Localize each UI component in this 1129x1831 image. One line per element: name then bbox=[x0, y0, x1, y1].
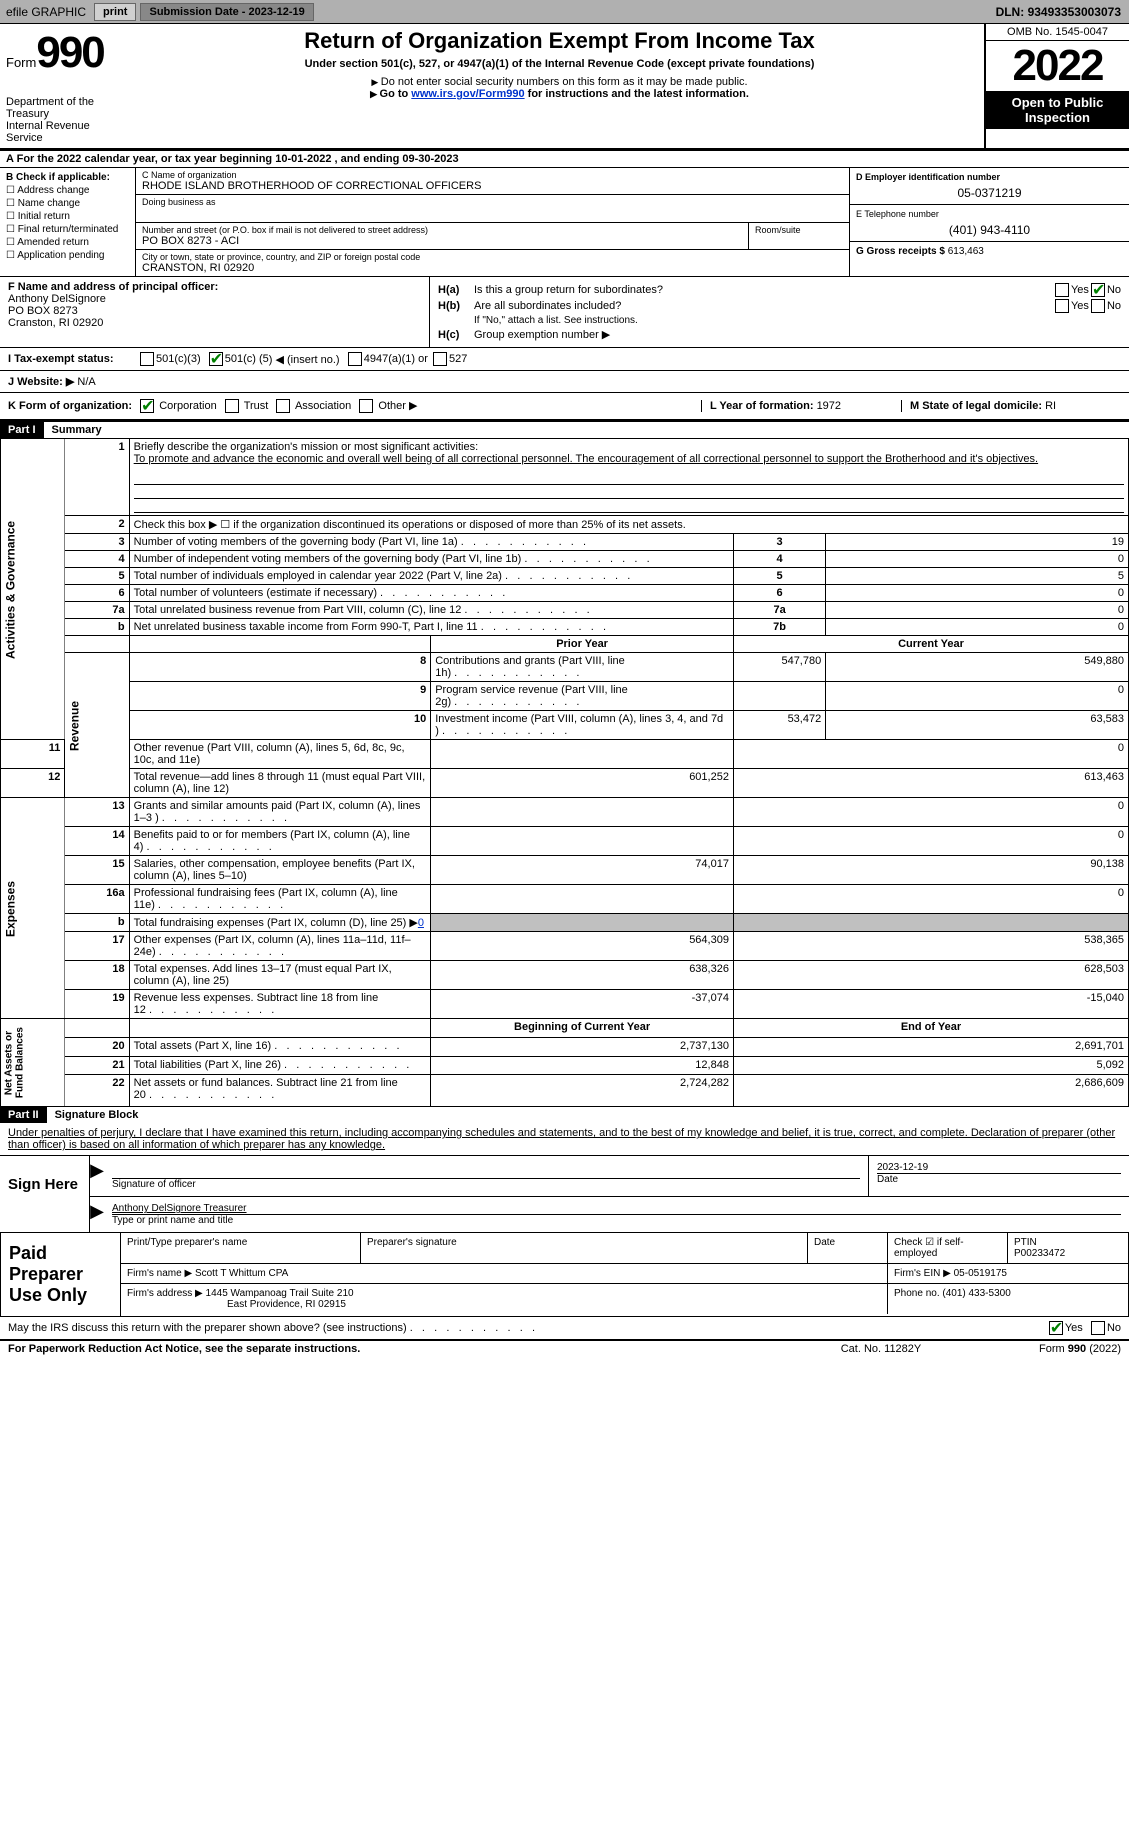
vtab-ag: Activities & Governance bbox=[1, 439, 65, 740]
sig-arrow-icon: ▶ bbox=[90, 1197, 104, 1232]
note-link: Go to www.irs.gov/Form990 for instructio… bbox=[139, 88, 980, 100]
block-fh: F Name and address of principal officer:… bbox=[0, 277, 1129, 348]
part1-header: Part I Summary bbox=[0, 422, 1129, 438]
row-a: A For the 2022 calendar year, or tax yea… bbox=[0, 151, 1129, 168]
block-bcdeg: B Check if applicable: ☐ Address change … bbox=[0, 168, 1129, 277]
sig-date: 2023-12-19 bbox=[877, 1162, 1121, 1173]
discuss-row: May the IRS discuss this return with the… bbox=[0, 1317, 1129, 1340]
ha-no[interactable] bbox=[1091, 283, 1105, 297]
preparer-block: Paid Preparer Use Only Print/Type prepar… bbox=[0, 1232, 1129, 1317]
officer-name: Anthony DelSignore bbox=[8, 293, 106, 305]
city: CRANSTON, RI 02920 bbox=[142, 262, 843, 274]
year-formed: 1972 bbox=[817, 400, 841, 412]
domicile: RI bbox=[1045, 400, 1056, 412]
col-h: H(a)Is this a group return for subordina… bbox=[430, 277, 1129, 347]
chk-assoc[interactable] bbox=[276, 399, 290, 413]
ha-yes[interactable] bbox=[1055, 283, 1069, 297]
chk-name[interactable]: ☐ Name change bbox=[6, 198, 129, 209]
topbar: efile GRAPHIC print Submission Date - 20… bbox=[0, 0, 1129, 24]
vtab-exp: Expenses bbox=[1, 798, 65, 1019]
irs-link[interactable]: www.irs.gov/Form990 bbox=[411, 88, 524, 100]
form-header: Form990 Department of the Treasury Inter… bbox=[0, 24, 1129, 151]
inspection-label: Open to Public Inspection bbox=[986, 91, 1129, 129]
ptin: P00233472 bbox=[1014, 1248, 1065, 1259]
chk-final[interactable]: ☐ Final return/terminated bbox=[6, 224, 129, 235]
sig-arrow-icon: ▶ bbox=[90, 1156, 104, 1196]
vtab-rev: Revenue bbox=[65, 653, 129, 798]
chk-corp[interactable] bbox=[140, 399, 154, 413]
chk-4947[interactable] bbox=[348, 352, 362, 366]
ein: 05-0371219 bbox=[856, 186, 1123, 200]
dept-label: Department of the Treasury Internal Reve… bbox=[6, 96, 129, 144]
print-button[interactable]: print bbox=[94, 3, 136, 21]
form-subtitle: Under section 501(c), 527, or 4947(a)(1)… bbox=[139, 58, 980, 70]
chk-initial[interactable]: ☐ Initial return bbox=[6, 211, 129, 222]
phone: (401) 943-4110 bbox=[856, 223, 1123, 237]
efile-label: efile GRAPHIC bbox=[0, 3, 92, 21]
website: N/A bbox=[74, 376, 95, 388]
part1-table: Activities & Governance 1 Briefly descri… bbox=[0, 438, 1129, 1107]
chk-address[interactable]: ☐ Address change bbox=[6, 185, 129, 196]
tax-year: 2022 bbox=[986, 41, 1129, 91]
chk-pending[interactable]: ☐ Application pending bbox=[6, 250, 129, 261]
officer-sig-name: Anthony DelSignore Treasurer bbox=[112, 1203, 1121, 1214]
dln-field: DLN: 93493353003073 bbox=[988, 3, 1129, 21]
page-footer: For Paperwork Reduction Act Notice, see … bbox=[0, 1340, 1129, 1357]
vtab-na: Net Assets or Fund Balances bbox=[1, 1019, 65, 1107]
omb-number: OMB No. 1545-0047 bbox=[986, 24, 1129, 41]
firm-phone: (401) 433-5300 bbox=[942, 1288, 1010, 1299]
gross-receipts: 613,463 bbox=[948, 246, 984, 257]
hb-no[interactable] bbox=[1091, 299, 1105, 313]
col-b: B Check if applicable: ☐ Address change … bbox=[0, 168, 135, 276]
discuss-no[interactable] bbox=[1091, 1321, 1105, 1335]
firm-ein: 05-0519175 bbox=[954, 1268, 1007, 1279]
col-deg: D Employer identification number 05-0371… bbox=[849, 168, 1129, 276]
chk-501c3[interactable] bbox=[140, 352, 154, 366]
col-c: C Name of organization RHODE ISLAND BROT… bbox=[135, 168, 849, 276]
chk-501c[interactable] bbox=[209, 352, 223, 366]
col-f: F Name and address of principal officer:… bbox=[0, 277, 430, 347]
hb-yes[interactable] bbox=[1055, 299, 1069, 313]
row-klm: K Form of organization: Corporation Trus… bbox=[0, 393, 1129, 422]
row-i: I Tax-exempt status: 501(c)(3) 501(c) ( … bbox=[0, 348, 1129, 371]
form-title: Return of Organization Exempt From Incom… bbox=[139, 28, 980, 54]
row-j: J Website: ▶ N/A bbox=[0, 371, 1129, 393]
part2-header: Part II Signature Block bbox=[0, 1107, 1129, 1123]
chk-other[interactable] bbox=[359, 399, 373, 413]
chk-trust[interactable] bbox=[225, 399, 239, 413]
discuss-yes[interactable] bbox=[1049, 1321, 1063, 1335]
perjury-text: Under penalties of perjury, I declare th… bbox=[0, 1123, 1129, 1155]
chk-amended[interactable]: ☐ Amended return bbox=[6, 237, 129, 248]
sign-here-block: Sign Here ▶ Signature of officer 2023-12… bbox=[0, 1155, 1129, 1232]
street: PO BOX 8273 - ACI bbox=[142, 235, 742, 247]
firm-name: Scott T Whittum CPA bbox=[195, 1268, 288, 1279]
chk-527[interactable] bbox=[433, 352, 447, 366]
note-ssn: Do not enter social security numbers on … bbox=[139, 76, 980, 88]
subdate-field: Submission Date - 2023-12-19 bbox=[140, 3, 313, 21]
org-name: RHODE ISLAND BROTHERHOOD OF CORRECTIONAL… bbox=[142, 180, 843, 192]
mission-text: To promote and advance the economic and … bbox=[134, 453, 1038, 465]
form-number: Form990 bbox=[6, 28, 129, 78]
